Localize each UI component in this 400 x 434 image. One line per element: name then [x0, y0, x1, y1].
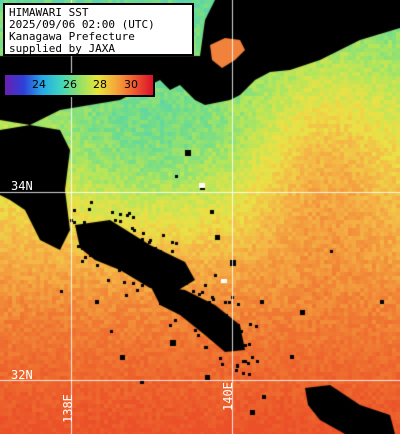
lon-label-138e: 138E: [61, 394, 75, 423]
legend-color-bar: [5, 75, 153, 95]
observation-time: 2025/09/06 02:00 (UTC): [9, 18, 155, 31]
lon-label-140e: 140E: [221, 382, 235, 411]
lat-label-34n: 34N: [11, 179, 33, 193]
info-box: HIMAWARI SST 2025/09/06 02:00 (UTC) Kana…: [3, 3, 194, 56]
lat-label-32n: 32N: [11, 368, 33, 382]
color-legend: 24 26 28 30: [3, 73, 155, 97]
region-name: Kanagawa Prefecture: [9, 30, 135, 43]
data-supplier: supplied by JAXA: [9, 42, 115, 55]
legend-label-24: 24: [32, 78, 46, 91]
legend-label-26: 26: [63, 78, 77, 91]
legend-label-28: 28: [93, 78, 107, 91]
legend-label-30: 30: [124, 78, 138, 91]
product-title: HIMAWARI SST: [9, 6, 89, 19]
